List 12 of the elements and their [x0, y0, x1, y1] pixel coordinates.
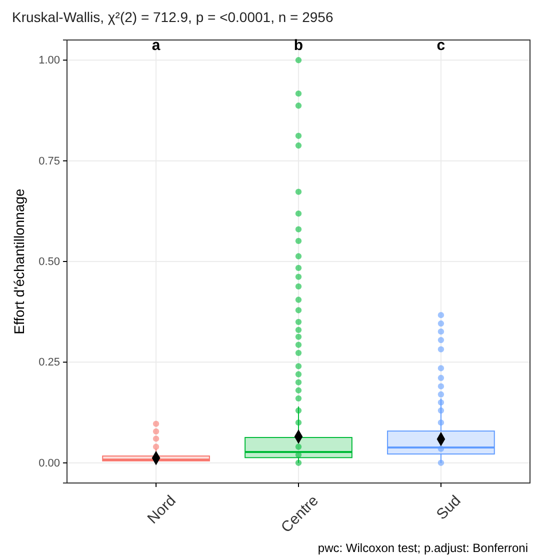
- y-tick-label: 0.50: [38, 256, 60, 268]
- annotation: a: [152, 37, 161, 54]
- y-tick-label: 0.25: [38, 356, 60, 369]
- y-tick-label: 1.00: [38, 54, 60, 67]
- x-tick-label: Sud: [433, 492, 464, 524]
- annotation: b: [294, 37, 304, 54]
- chart-title: Kruskal-Wallis, χ²(2) = 712.9, p = <0.0001, n = 2956: [12, 9, 334, 25]
- y-tick-label: 0.75: [38, 155, 60, 168]
- y-axis-title: Effort d'échantillonnage: [11, 188, 27, 334]
- annotation: c: [436, 37, 446, 54]
- y-tick-label: 0.00: [38, 457, 60, 470]
- text: pwc: Wilcoxon test; p.adjust: Bonferroni: [318, 541, 528, 555]
